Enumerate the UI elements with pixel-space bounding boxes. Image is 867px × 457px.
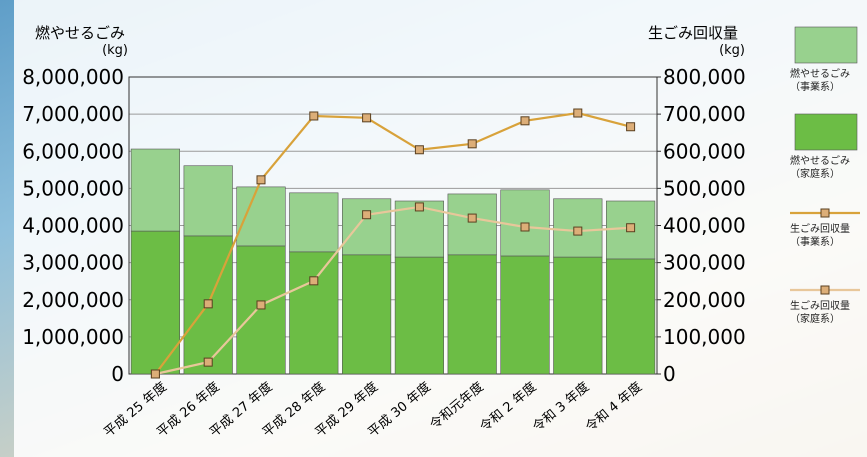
marker (309, 276, 319, 286)
bar (236, 186, 286, 247)
marker (467, 139, 477, 149)
marker (362, 210, 372, 220)
marker (150, 369, 160, 379)
marker (362, 113, 372, 123)
plot-border (128, 76, 658, 375)
bar (130, 148, 180, 232)
legend-swatch (794, 26, 858, 64)
bar (342, 254, 392, 375)
bar (606, 258, 656, 375)
marker (573, 226, 583, 236)
marker (203, 357, 213, 367)
legend-label: 燃やせるごみ（事業系） (790, 69, 850, 93)
marker (467, 213, 477, 223)
bar (500, 189, 550, 257)
y2-tick-label: 100,000 (663, 325, 746, 349)
y-axis-unit: (kg) (102, 43, 128, 58)
y2-tick-label: 600,000 (663, 139, 746, 163)
bar (236, 245, 286, 375)
y-tick-label: 0 (111, 362, 124, 386)
legend-swatch (794, 113, 858, 151)
y-tick-label: 4,000,000 (22, 214, 124, 238)
marker (256, 300, 266, 310)
legend-marker (820, 285, 830, 295)
bar (447, 254, 497, 375)
y-tick-label: 2,000,000 (22, 288, 124, 312)
y-tick-label: 6,000,000 (22, 139, 124, 163)
bar (289, 192, 339, 253)
marker (203, 299, 213, 309)
y2-axis-title: 生ごみ回収量 (648, 24, 738, 42)
bar (553, 256, 603, 375)
marker (309, 111, 319, 121)
y2-tick-label: 200,000 (663, 288, 746, 312)
y-tick-label: 1,000,000 (22, 325, 124, 349)
marker (573, 108, 583, 118)
bar (500, 255, 550, 375)
y-tick-label: 8,000,000 (22, 65, 124, 89)
y2-tick-label: 0 (663, 362, 676, 386)
marker (520, 116, 530, 126)
line (155, 205, 631, 376)
bar (183, 165, 233, 237)
line (154, 111, 631, 375)
bar (447, 193, 497, 256)
y2-tick-label: 300,000 (663, 251, 746, 275)
y-axis-title: 燃やせるごみ (35, 24, 125, 42)
marker (626, 122, 636, 132)
y2-tick-label: 700,000 (663, 102, 746, 126)
legend-label: 生ごみ回収量（家庭系） (790, 301, 850, 325)
marker (626, 223, 636, 233)
marker (520, 222, 530, 232)
y-tick-label: 5,000,000 (22, 176, 124, 200)
y2-tick-label: 800,000 (663, 65, 746, 89)
bar (342, 198, 392, 256)
y2-tick-label: 400,000 (663, 214, 746, 238)
marker (414, 145, 424, 155)
legend-marker (820, 208, 830, 218)
bar (394, 256, 444, 375)
marker (414, 202, 424, 212)
legend-label: 燃やせるごみ（家庭系） (790, 156, 850, 180)
y2-tick-label: 500,000 (663, 176, 746, 200)
legend-label: 生ごみ回収量（事業系） (790, 224, 850, 248)
y-tick-label: 7,000,000 (22, 102, 124, 126)
y-tick-label: 3,000,000 (22, 251, 124, 275)
marker (256, 175, 266, 185)
bar (289, 251, 339, 375)
y2-axis-unit: (kg) (719, 43, 745, 58)
